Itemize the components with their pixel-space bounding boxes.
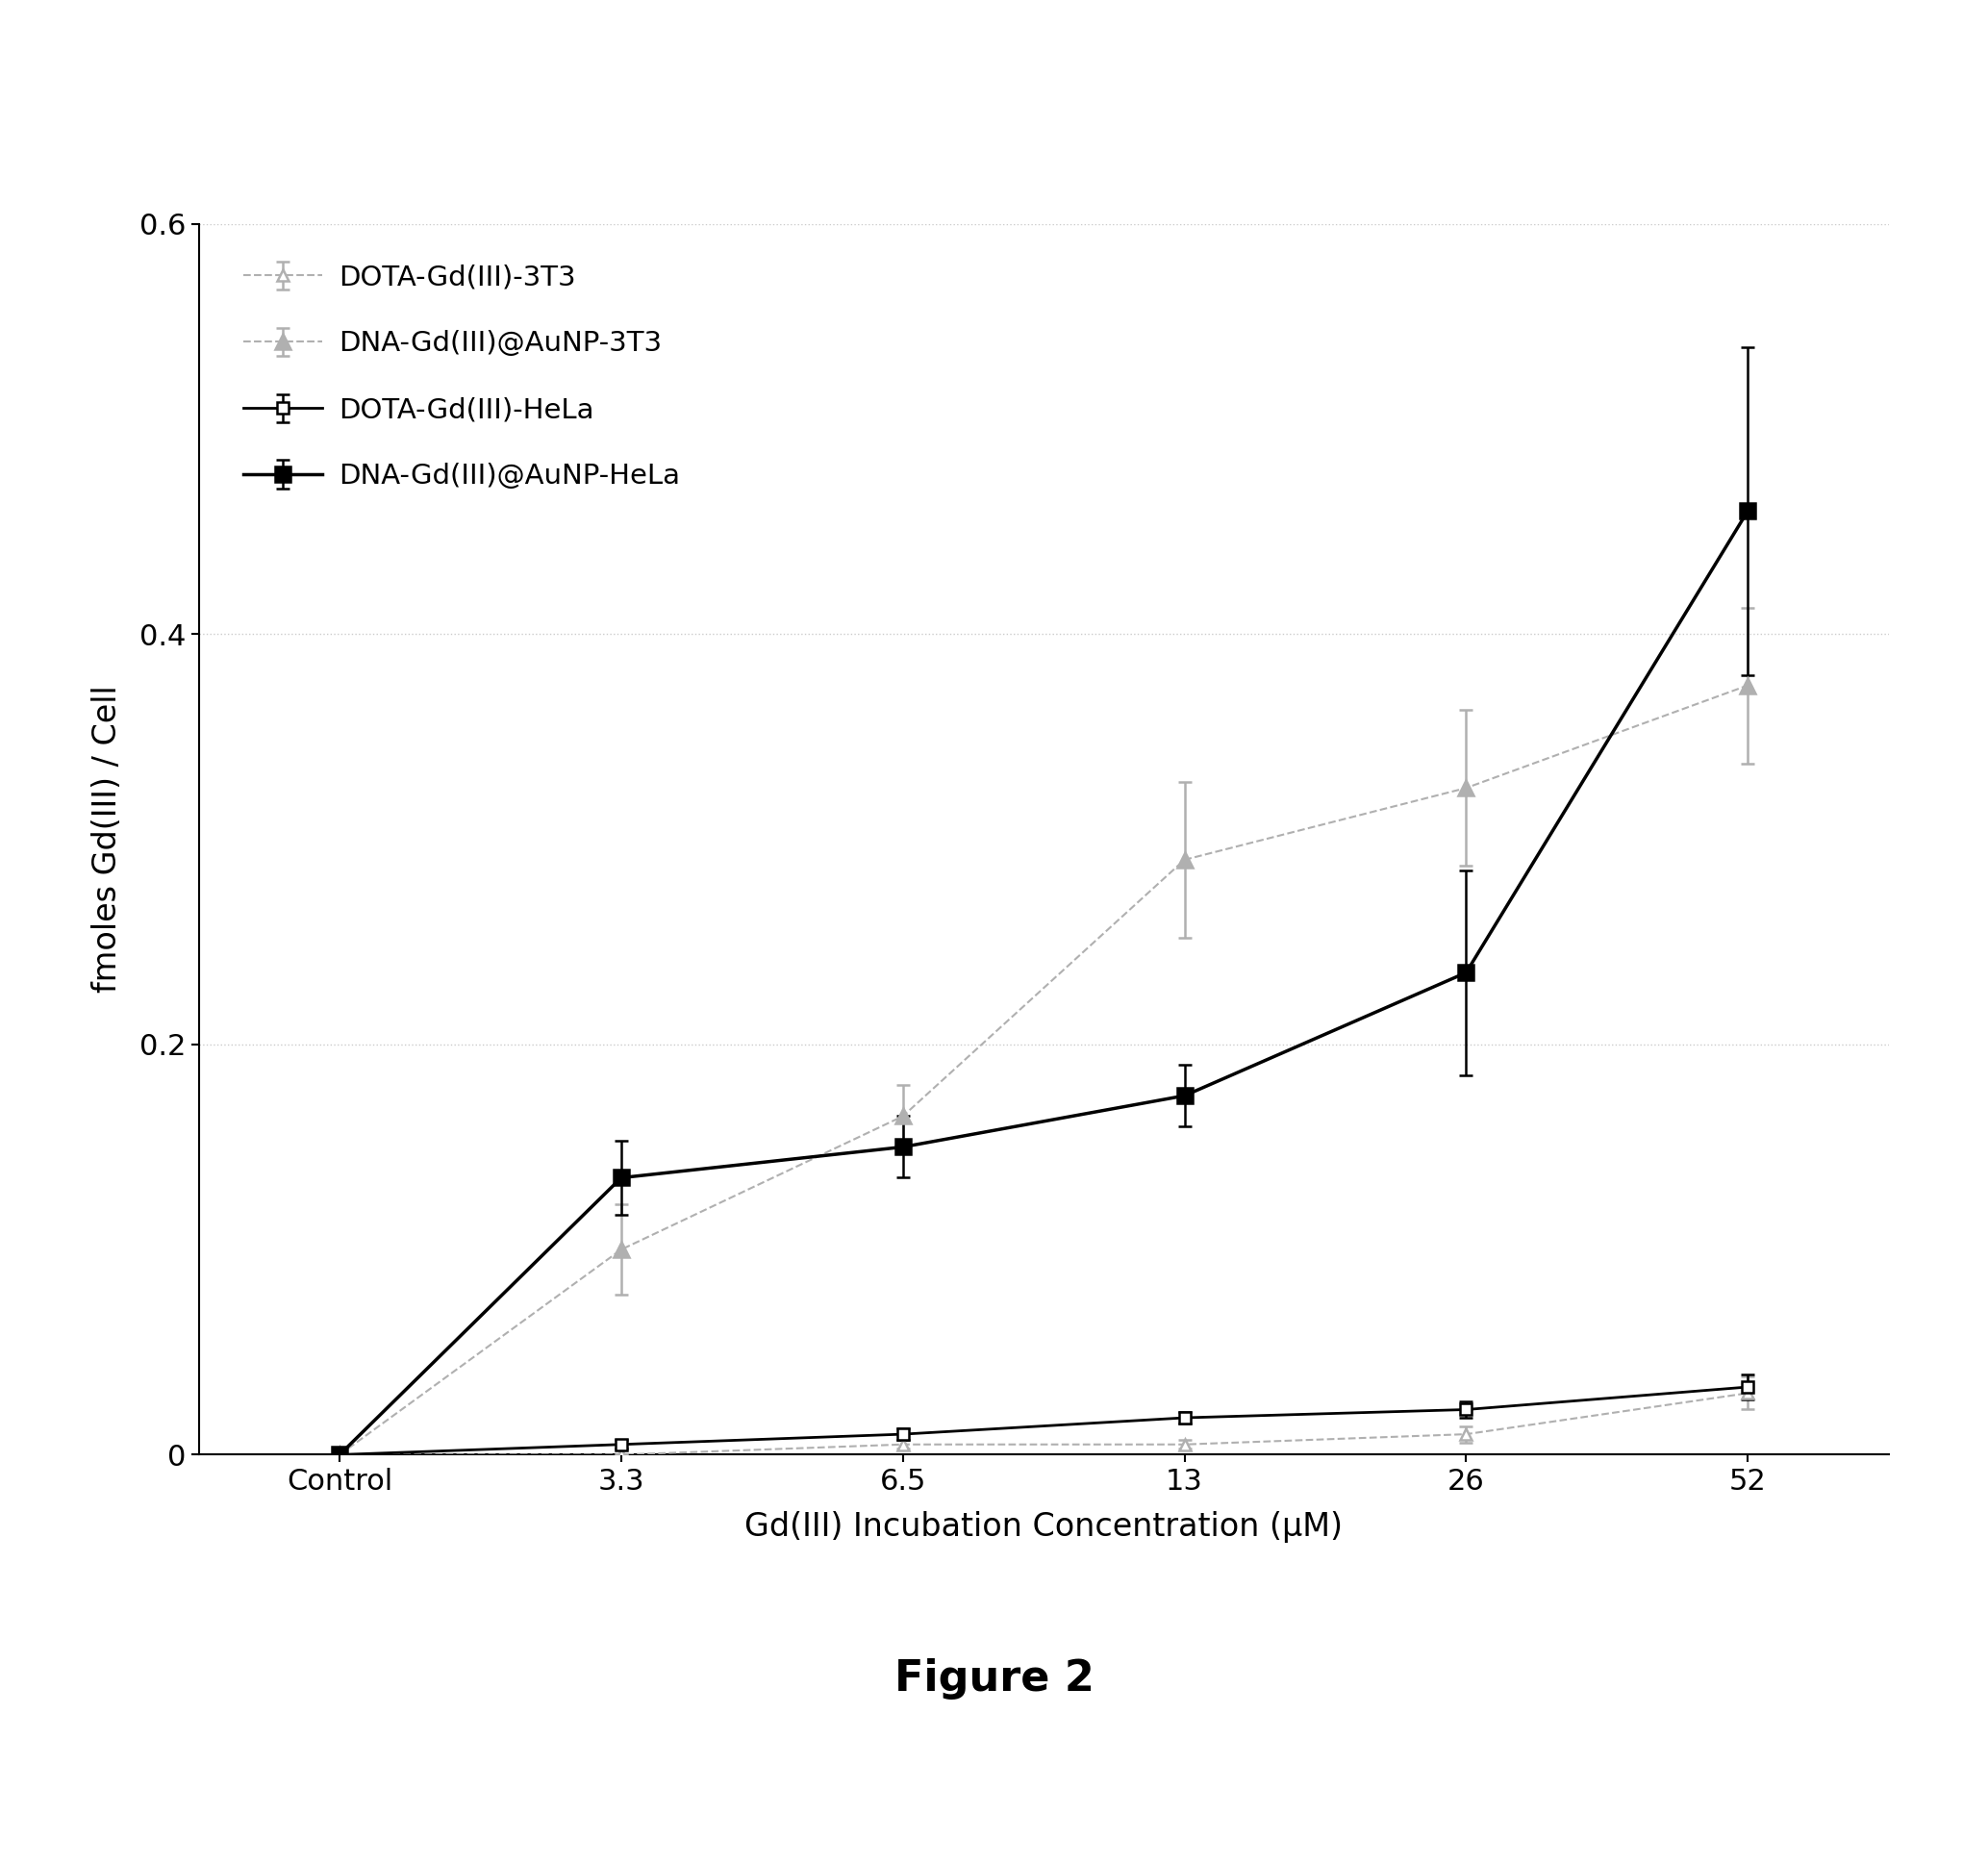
Text: Figure 2: Figure 2 bbox=[895, 1658, 1093, 1699]
Legend: DOTA-Gd(III)-3T3, DNA-Gd(III)@AuNP-3T3, DOTA-Gd(III)-HeLa, DNA-Gd(III)@AuNP-HeLa: DOTA-Gd(III)-3T3, DNA-Gd(III)@AuNP-3T3, … bbox=[231, 250, 694, 504]
Y-axis label: fmoles Gd(III) / Cell: fmoles Gd(III) / Cell bbox=[91, 686, 123, 992]
X-axis label: Gd(III) Incubation Concentration (μM): Gd(III) Incubation Concentration (μM) bbox=[746, 1511, 1342, 1542]
